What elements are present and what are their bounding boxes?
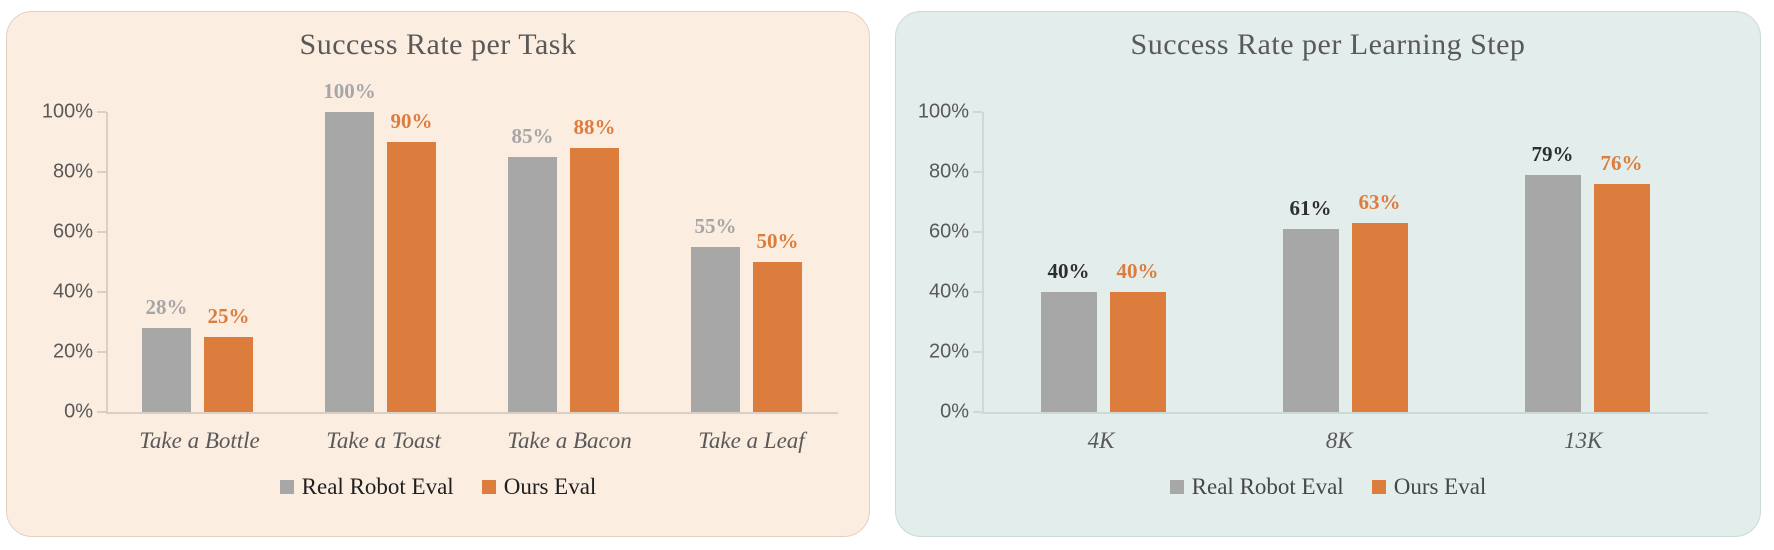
bar-value-label: 100% [323,79,376,103]
bar: 100% [323,79,376,412]
plot-area: 40% 40% 61% 63% 79% 76% [982,112,1708,412]
bar: 85% [508,124,557,412]
legend-label: Real Robot Eval [301,474,454,499]
y-tick-mark [97,411,106,413]
y-tick-mark [973,111,982,113]
bar: 50% [753,229,802,412]
y-tick-mark [973,351,982,353]
bar-group: 40% 40% [1040,259,1166,412]
legend-item: Ours Eval [1371,474,1487,500]
bar: 76% [1593,151,1650,412]
bar-value-label: 90% [390,109,433,133]
category-label: 8K [1325,428,1353,453]
x-axis-line [982,412,1708,414]
y-tick-label: 80% [928,160,969,183]
bar: 90% [387,109,436,412]
legend-label: Ours Eval [503,474,597,499]
legend: Real Robot Eval Ours Eval [896,474,1760,500]
y-tick-label: 0% [940,400,969,423]
legend-label: Real Robot Eval [1191,474,1344,499]
bar-value-label: 40% [1047,259,1090,283]
y-axis-line [982,112,984,412]
bar: 55% [691,214,740,412]
bar: 61% [1282,196,1339,412]
bar-value-label: 25% [207,304,250,328]
bar-value-label: 88% [573,115,616,139]
y-tick-label: 60% [52,220,93,243]
bar: 40% [1040,259,1097,412]
chart-card-learning-step: Success Rate per Learning Step 0% 20% 40% 6… [895,11,1761,537]
bar-group: 55% 50% [691,214,802,412]
x-axis-line [106,412,838,414]
legend-item: Ours Eval [481,474,597,500]
legend-item: Real Robot Eval [1169,474,1344,500]
bar-group: 61% 63% [1282,190,1408,412]
y-tick-label: 60% [928,220,969,243]
bar-value-label: 28% [145,295,188,319]
category-label: 4K [1087,428,1115,453]
bar-value-label: 85% [511,124,554,148]
bar-value-label: 79% [1531,142,1574,166]
chart-card-task: Success Rate per Task 0% 20% 40% 60% 80% 100%… [6,11,870,537]
bar: 88% [570,115,619,412]
category-label: Take a Bacon [507,428,632,453]
bar: 28% [142,295,191,412]
y-tick-mark [97,231,106,233]
x-axis-labels: Take a Bottle Take a Toast Take a Bacon Tak… [106,428,838,454]
chart-title-learning-step: Success Rate per Learning Step [1130,28,1526,61]
bar-group: 28% 25% [142,295,253,412]
category-label: Take a Leaf [698,428,805,453]
chart-title-task: Success Rate per Task [299,28,577,61]
bar-group: 85% 88% [508,115,619,412]
legend-swatch [481,480,496,494]
y-tick-label: 20% [928,340,969,363]
legend: Real Robot Eval Ours Eval [7,474,869,500]
category-label: 13K [1563,428,1603,453]
y-tick-label: 40% [928,280,969,303]
bar-group: 100% 90% [323,79,436,412]
legend-label: Ours Eval [1393,474,1487,499]
y-tick-mark [97,111,106,113]
bar: 40% [1109,259,1166,412]
y-tick-mark [973,171,982,173]
bar-value-label: 50% [756,229,799,253]
category-label: Take a Toast [326,428,441,453]
category-label: Take a Bottle [139,428,260,453]
bar: 25% [204,304,253,412]
bar: 79% [1524,142,1581,412]
y-tick-label: 80% [52,160,93,183]
legend-swatch [279,480,294,494]
y-tick-label: 20% [52,340,93,363]
bar-value-label: 63% [1358,190,1401,214]
y-tick-mark [97,171,106,173]
legend-swatch [1371,480,1386,494]
bar-value-label: 40% [1116,259,1159,283]
y-tick-mark [973,291,982,293]
x-axis-labels: 4K 8K 13K [982,428,1708,454]
bar-value-label: 61% [1289,196,1332,220]
y-tick-label: 40% [52,280,93,303]
legend-swatch [1169,480,1184,494]
bar-group: 79% 76% [1524,142,1650,412]
y-axis-line [106,112,108,412]
bar: 63% [1351,190,1408,412]
y-tick-label: 0% [64,400,93,423]
y-tick-mark [97,291,106,293]
y-tick-label: 100% [41,100,93,123]
bar-value-label: 55% [694,214,737,238]
bar-value-label: 76% [1600,151,1643,175]
y-tick-mark [973,231,982,233]
y-tick-mark [97,351,106,353]
legend-item: Real Robot Eval [279,474,454,500]
plot-area: 28% 25% 100% 90% 85% 88% 55% 50% [106,79,838,412]
y-tick-mark [973,411,982,413]
y-tick-label: 100% [917,100,969,123]
